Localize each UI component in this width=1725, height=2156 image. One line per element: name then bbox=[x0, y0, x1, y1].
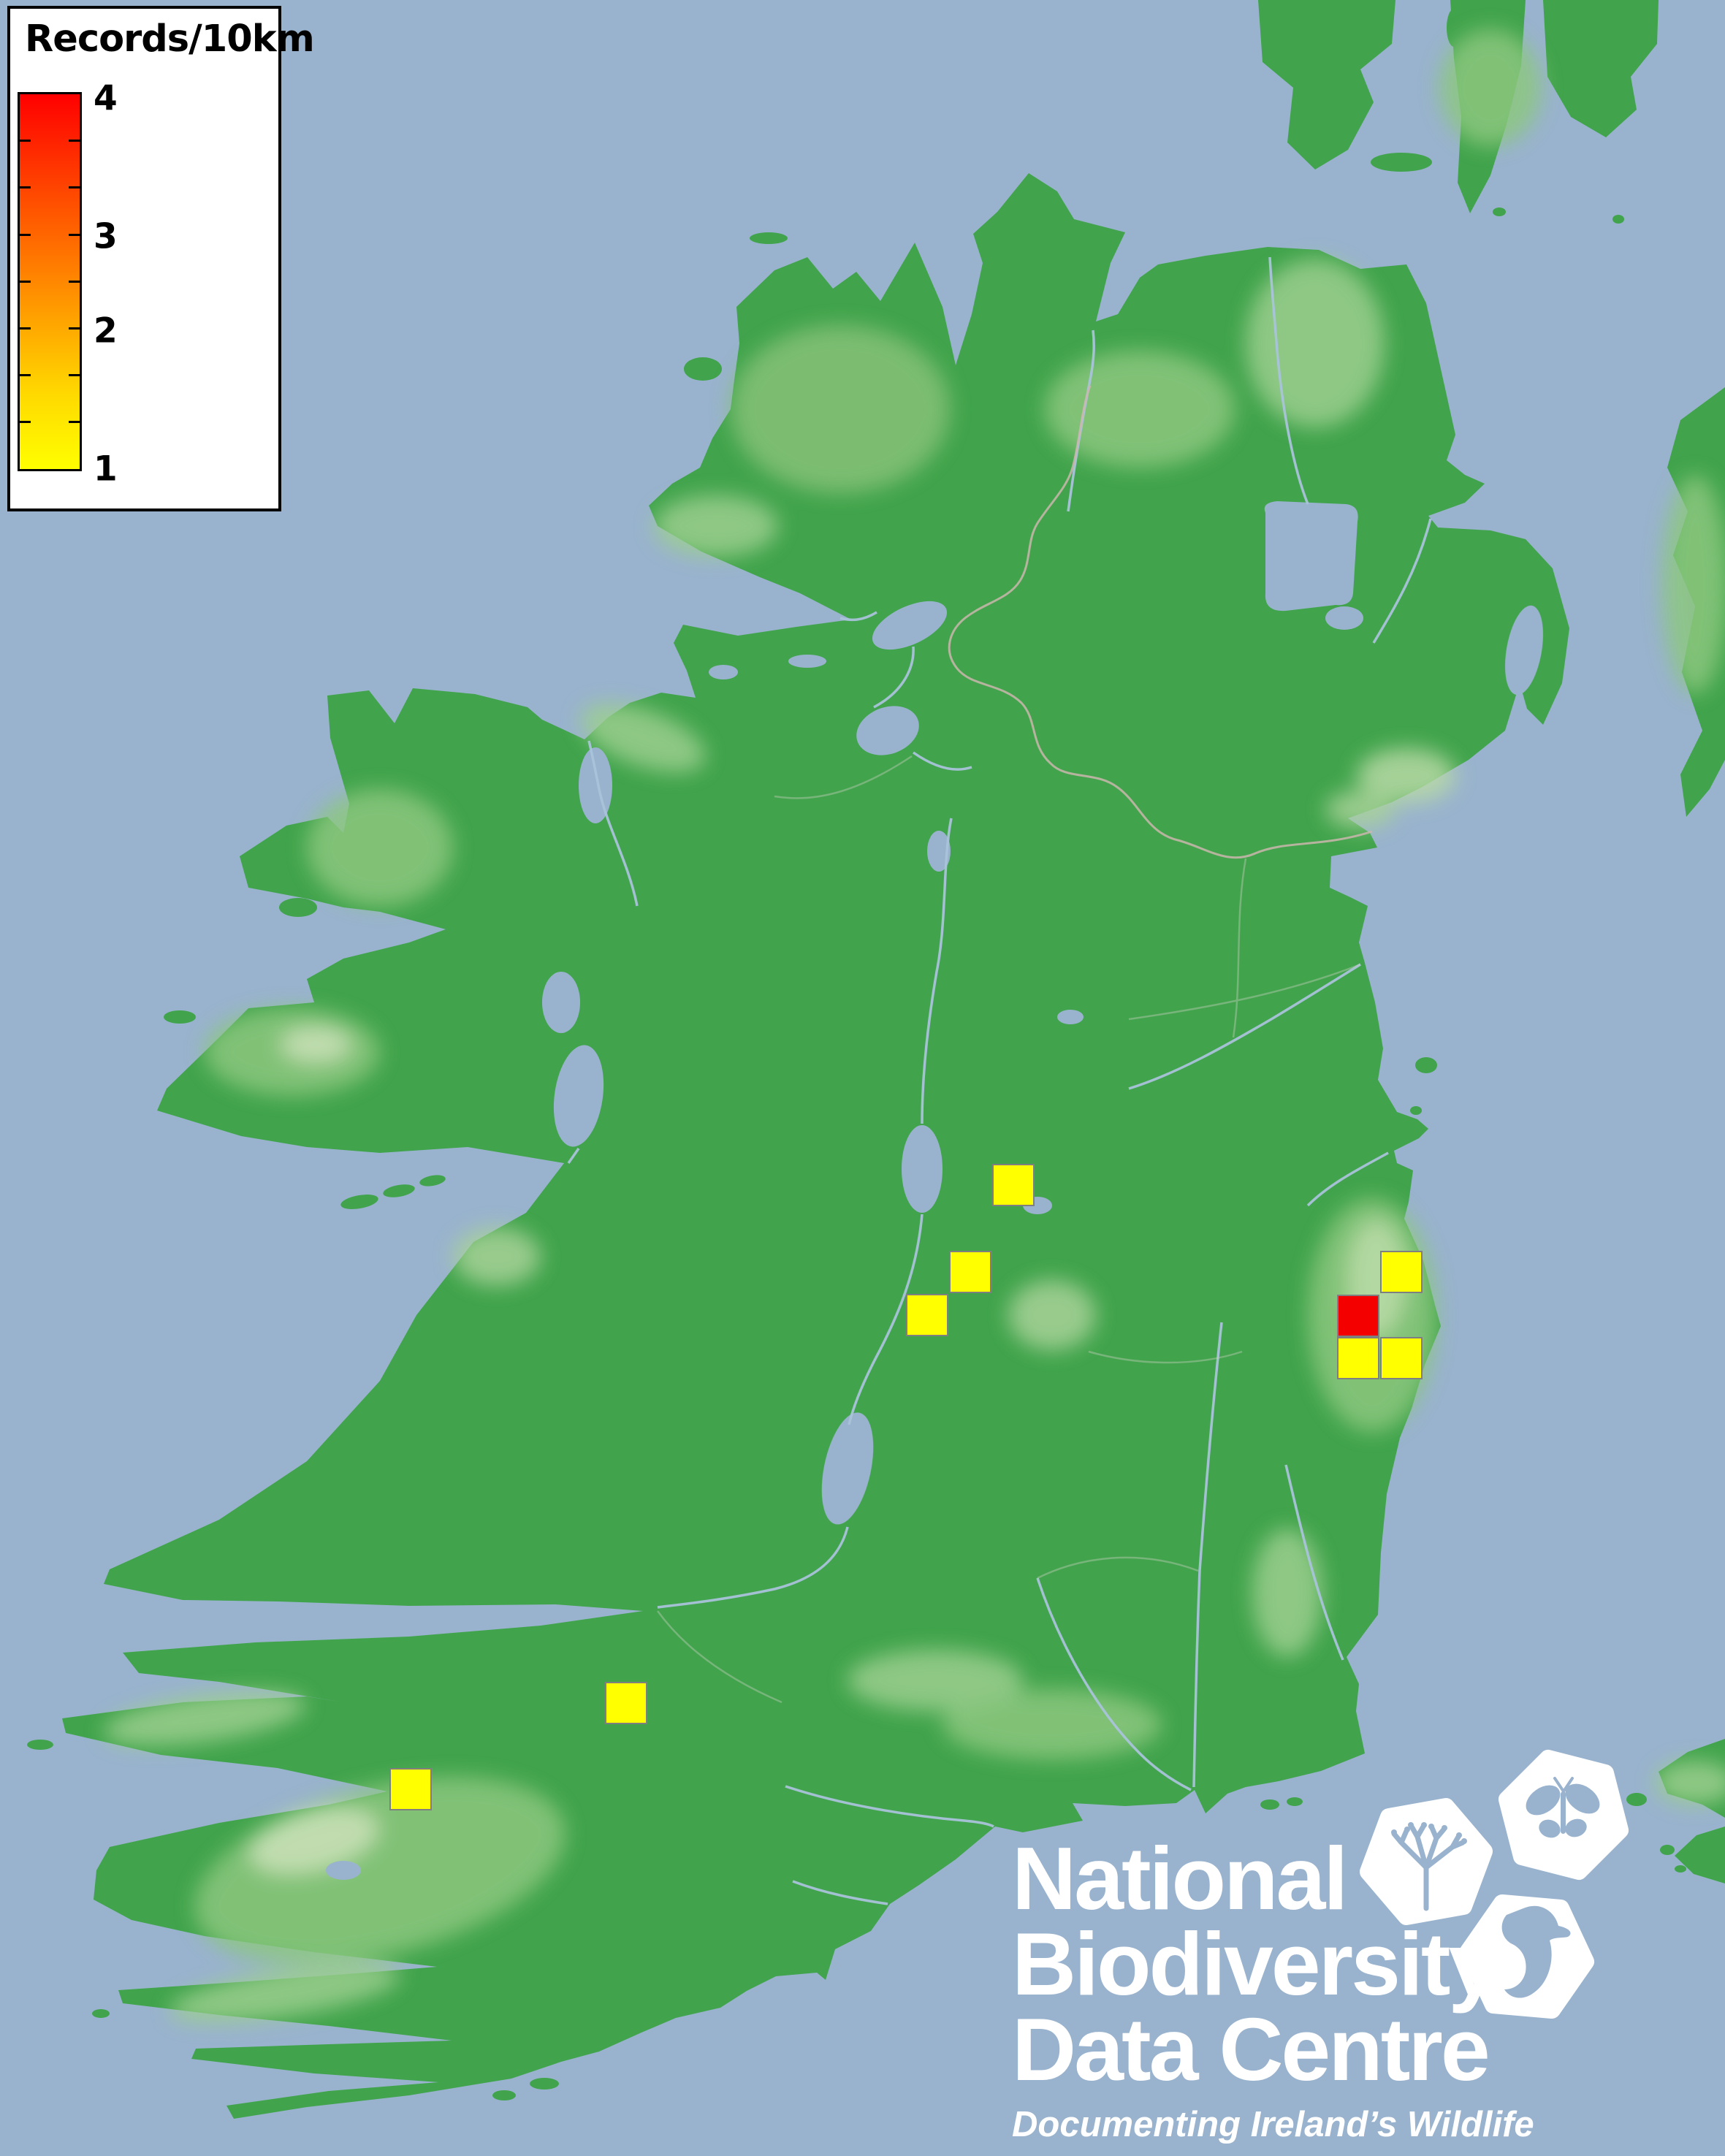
legend-label-1: 1 bbox=[94, 449, 118, 490]
record-grid-cell[interactable] bbox=[1380, 1337, 1423, 1379]
legend-label-3: 3 bbox=[94, 216, 118, 257]
legend-labels: 4 3 2 1 bbox=[94, 79, 152, 490]
nbdc-wordmark: National Biodiversity Data Centre Docume… bbox=[1012, 1829, 1534, 2145]
legend-tick bbox=[69, 327, 80, 330]
hexagon-tree bbox=[1360, 1798, 1493, 1925]
legend-tick bbox=[20, 421, 31, 423]
legend-tick bbox=[69, 140, 80, 142]
legend-tick bbox=[69, 374, 80, 376]
butterfly-icon bbox=[1526, 1777, 1600, 1838]
legend-tick bbox=[20, 186, 31, 188]
record-grid-cell[interactable] bbox=[605, 1682, 647, 1724]
legend-tick bbox=[69, 281, 80, 283]
legend-label-2: 2 bbox=[94, 311, 118, 351]
hexagon-butterfly bbox=[1499, 1750, 1629, 1880]
legend-tick bbox=[69, 234, 80, 236]
relief-shading bbox=[103, 29, 1725, 2023]
legend-tick bbox=[69, 421, 80, 423]
hexagon-seahorse bbox=[1460, 1894, 1594, 2019]
record-grid-cell[interactable] bbox=[992, 1164, 1035, 1206]
tree-icon-buds bbox=[1391, 1822, 1467, 1844]
legend-label-4: 4 bbox=[94, 78, 118, 119]
record-grid-cell[interactable] bbox=[906, 1294, 948, 1336]
legend-tick bbox=[69, 186, 80, 188]
record-grid-cell[interactable] bbox=[1337, 1337, 1379, 1379]
seahorse-icon bbox=[1501, 1905, 1571, 1998]
legend-gradient-bar bbox=[18, 92, 82, 471]
legend-tick bbox=[20, 140, 31, 142]
legend-tick bbox=[20, 281, 31, 283]
logo-line-biodiversity: Biodiversity bbox=[1012, 1914, 1498, 2014]
legend-title: Records/10km bbox=[25, 18, 315, 61]
logo-tagline: Documenting Ireland’s Wildlife bbox=[1012, 2105, 1534, 2144]
ireland-landmass bbox=[27, 153, 1569, 2119]
logo-line-data-centre: Data Centre bbox=[1012, 2000, 1490, 2099]
legend-tick bbox=[20, 234, 31, 236]
legend-tick bbox=[20, 327, 31, 330]
legend-tick bbox=[20, 374, 31, 376]
tree-icon bbox=[1391, 1824, 1466, 1911]
record-grid-cell[interactable] bbox=[1380, 1251, 1423, 1293]
records-legend: Records/10km 4 3 2 1 bbox=[7, 6, 315, 511]
nbdc-logo bbox=[1360, 1750, 1629, 2019]
record-grid-cell[interactable] bbox=[389, 1768, 432, 1810]
logo-line-national: National bbox=[1012, 1829, 1348, 1928]
boundary-lines bbox=[656, 385, 1373, 1704]
record-grid-cell[interactable] bbox=[949, 1251, 991, 1293]
record-grid-cell[interactable] bbox=[1337, 1295, 1379, 1337]
